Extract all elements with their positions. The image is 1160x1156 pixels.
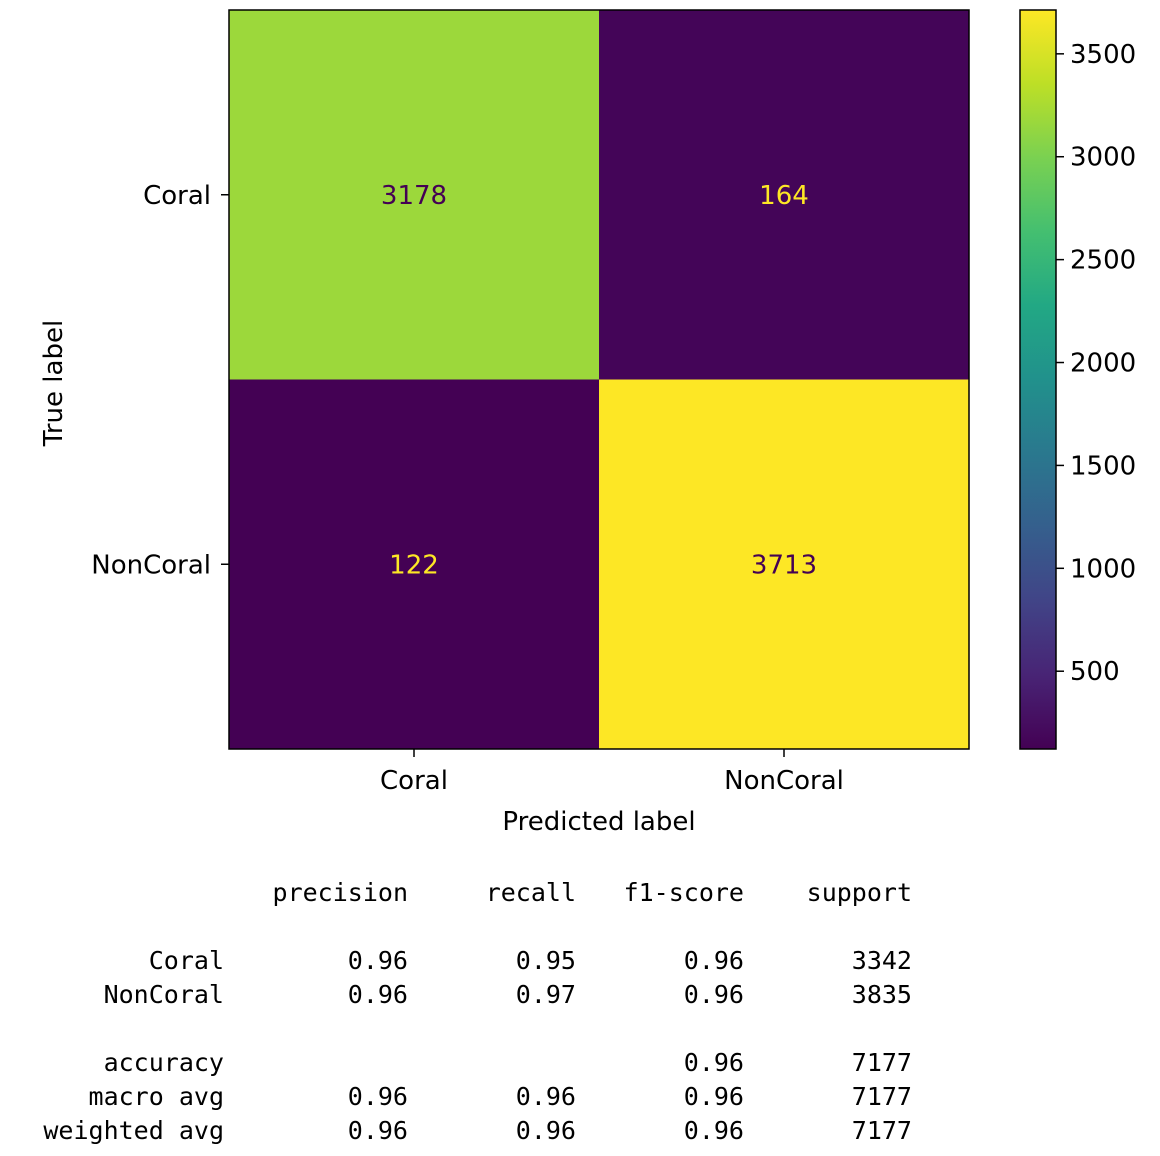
row-label: Coral	[148, 946, 224, 975]
colorbar-tick-label: 2000	[1070, 349, 1136, 379]
cell-value-label: 164	[759, 181, 809, 211]
recall-value: 0.96	[515, 1116, 576, 1145]
row-label: weighted avg	[43, 1116, 224, 1145]
colorbar-ticks: 500 1000 1500 2000 2500 3000 3500	[1056, 40, 1136, 687]
f1-score-value: 0.96	[683, 980, 744, 1009]
precision-value: 0.96	[347, 946, 408, 975]
colorbar-tick-label: 3000	[1070, 143, 1136, 173]
report-header-cell: precision	[272, 878, 408, 907]
row-label: accuracy	[103, 1048, 224, 1077]
support-value: 7177	[851, 1048, 912, 1077]
heatmap-cell	[229, 379, 599, 749]
x-tick-label: Coral	[380, 766, 448, 796]
heatmap-cell	[229, 10, 599, 380]
f1-score-value: 0.96	[683, 1048, 744, 1077]
x-axis-ticks: Coral NonCoral	[380, 749, 844, 796]
f1-score-value: 0.96	[683, 946, 744, 975]
cell-value-label: 3178	[381, 181, 447, 211]
precision-value: 0.96	[347, 1082, 408, 1111]
colorbar-tick-label: 1500	[1070, 451, 1136, 481]
heatmap-cells: 3178 164 122 3713	[229, 10, 969, 749]
recall-value: 0.97	[515, 980, 576, 1009]
y-axis-label: True label	[39, 320, 69, 447]
row-label: NonCoral	[103, 980, 224, 1009]
recall-value: 0.95	[515, 946, 576, 975]
cell-value-label: 122	[389, 550, 439, 580]
report-header-cell: f1-score	[623, 878, 744, 907]
support-value: 7177	[851, 1082, 912, 1111]
support-value: 3835	[851, 980, 912, 1009]
colorbar-tick-label: 1000	[1070, 554, 1136, 584]
colorbar	[1019, 9, 1057, 750]
row-label: macro avg	[88, 1082, 224, 1111]
support-value: 7177	[851, 1116, 912, 1145]
precision-value: 0.96	[347, 1116, 408, 1145]
y-tick-label: NonCoral	[91, 550, 211, 580]
y-axis-ticks: Coral NonCoral	[91, 181, 229, 580]
report-header-cell: support	[806, 878, 912, 907]
colorbar-tick-label: 500	[1070, 657, 1120, 687]
plot-frame	[228, 9, 970, 750]
confusion-matrix-figure: 3178 164 122 3713 Coral NonCoral Coral NonCor…	[39, 9, 1136, 837]
colorbar-tick-label: 3500	[1070, 40, 1136, 70]
recall-value: 0.96	[515, 1082, 576, 1111]
heatmap-cell	[599, 10, 969, 380]
f1-score-value: 0.96	[683, 1116, 744, 1145]
colorbar-tick-label: 2500	[1070, 246, 1136, 276]
support-value: 3342	[851, 946, 912, 975]
f1-score-value: 0.96	[683, 1082, 744, 1111]
heatmap-cell	[599, 379, 969, 749]
y-tick-label: Coral	[143, 181, 211, 211]
x-axis-label: Predicted label	[502, 807, 695, 837]
x-tick-label: NonCoral	[724, 766, 844, 796]
report-header-cell: recall	[485, 878, 576, 907]
precision-value: 0.96	[347, 980, 408, 1009]
cell-value-label: 3713	[751, 550, 817, 580]
